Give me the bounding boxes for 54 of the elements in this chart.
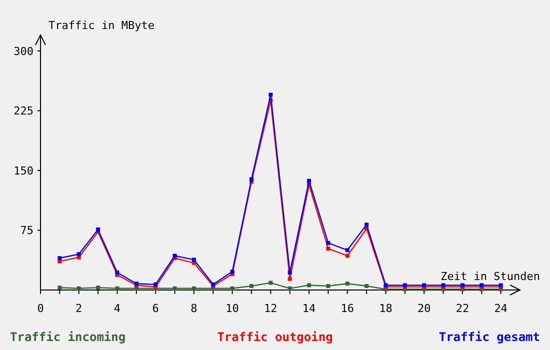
point — [249, 177, 254, 182]
x-tick-label: 14 — [302, 302, 316, 315]
point — [172, 286, 177, 290]
point — [268, 92, 273, 97]
point — [58, 256, 62, 260]
point — [307, 283, 312, 288]
y-tick-label: 150 — [14, 164, 34, 178]
point — [326, 246, 330, 251]
y-tick-label: 225 — [14, 104, 34, 118]
point — [230, 270, 234, 274]
x-tick-label: 22 — [456, 302, 470, 315]
x-tick-label: 20 — [417, 302, 431, 315]
point — [58, 286, 62, 290]
point — [96, 286, 100, 290]
x-tick-label: 10 — [226, 302, 239, 315]
point — [115, 286, 120, 290]
x-tick-label: 18 — [379, 302, 392, 315]
y-tick-label: 75 — [20, 224, 34, 238]
point — [326, 240, 330, 245]
point — [364, 222, 369, 227]
point — [230, 286, 234, 290]
point — [154, 282, 158, 286]
x-tick-label: 24 — [494, 302, 508, 315]
point — [76, 286, 81, 290]
point — [172, 254, 177, 258]
text: Traffic gesamt — [438, 330, 540, 344]
point — [288, 270, 292, 274]
point — [268, 280, 273, 285]
y-tick-label: 300 — [14, 44, 34, 58]
y-axis-title: Traffic in MByte — [48, 19, 154, 32]
point — [192, 258, 196, 262]
text: Traffic incoming — [10, 330, 126, 344]
text: Traffic outgoing — [217, 330, 333, 344]
point — [326, 284, 330, 288]
x-tick-label: 0 — [37, 302, 44, 315]
point — [249, 284, 254, 288]
x-tick-label: 8 — [190, 302, 198, 315]
x-tick-label: 2 — [76, 302, 82, 315]
x-tick-label: 4 — [114, 302, 121, 315]
point — [307, 178, 312, 183]
point — [364, 284, 369, 288]
x-tick-label: 6 — [152, 302, 159, 315]
x-tick-label: 16 — [340, 302, 354, 315]
x-axis-title: Zeit in Stunden — [440, 270, 540, 283]
point — [96, 227, 100, 232]
point — [288, 286, 292, 290]
point — [345, 282, 350, 286]
point — [288, 276, 292, 281]
point — [192, 286, 196, 290]
x-tick-label: 12 — [264, 302, 278, 315]
point — [115, 270, 120, 274]
point — [345, 254, 350, 258]
point — [345, 248, 350, 252]
point — [76, 252, 81, 256]
